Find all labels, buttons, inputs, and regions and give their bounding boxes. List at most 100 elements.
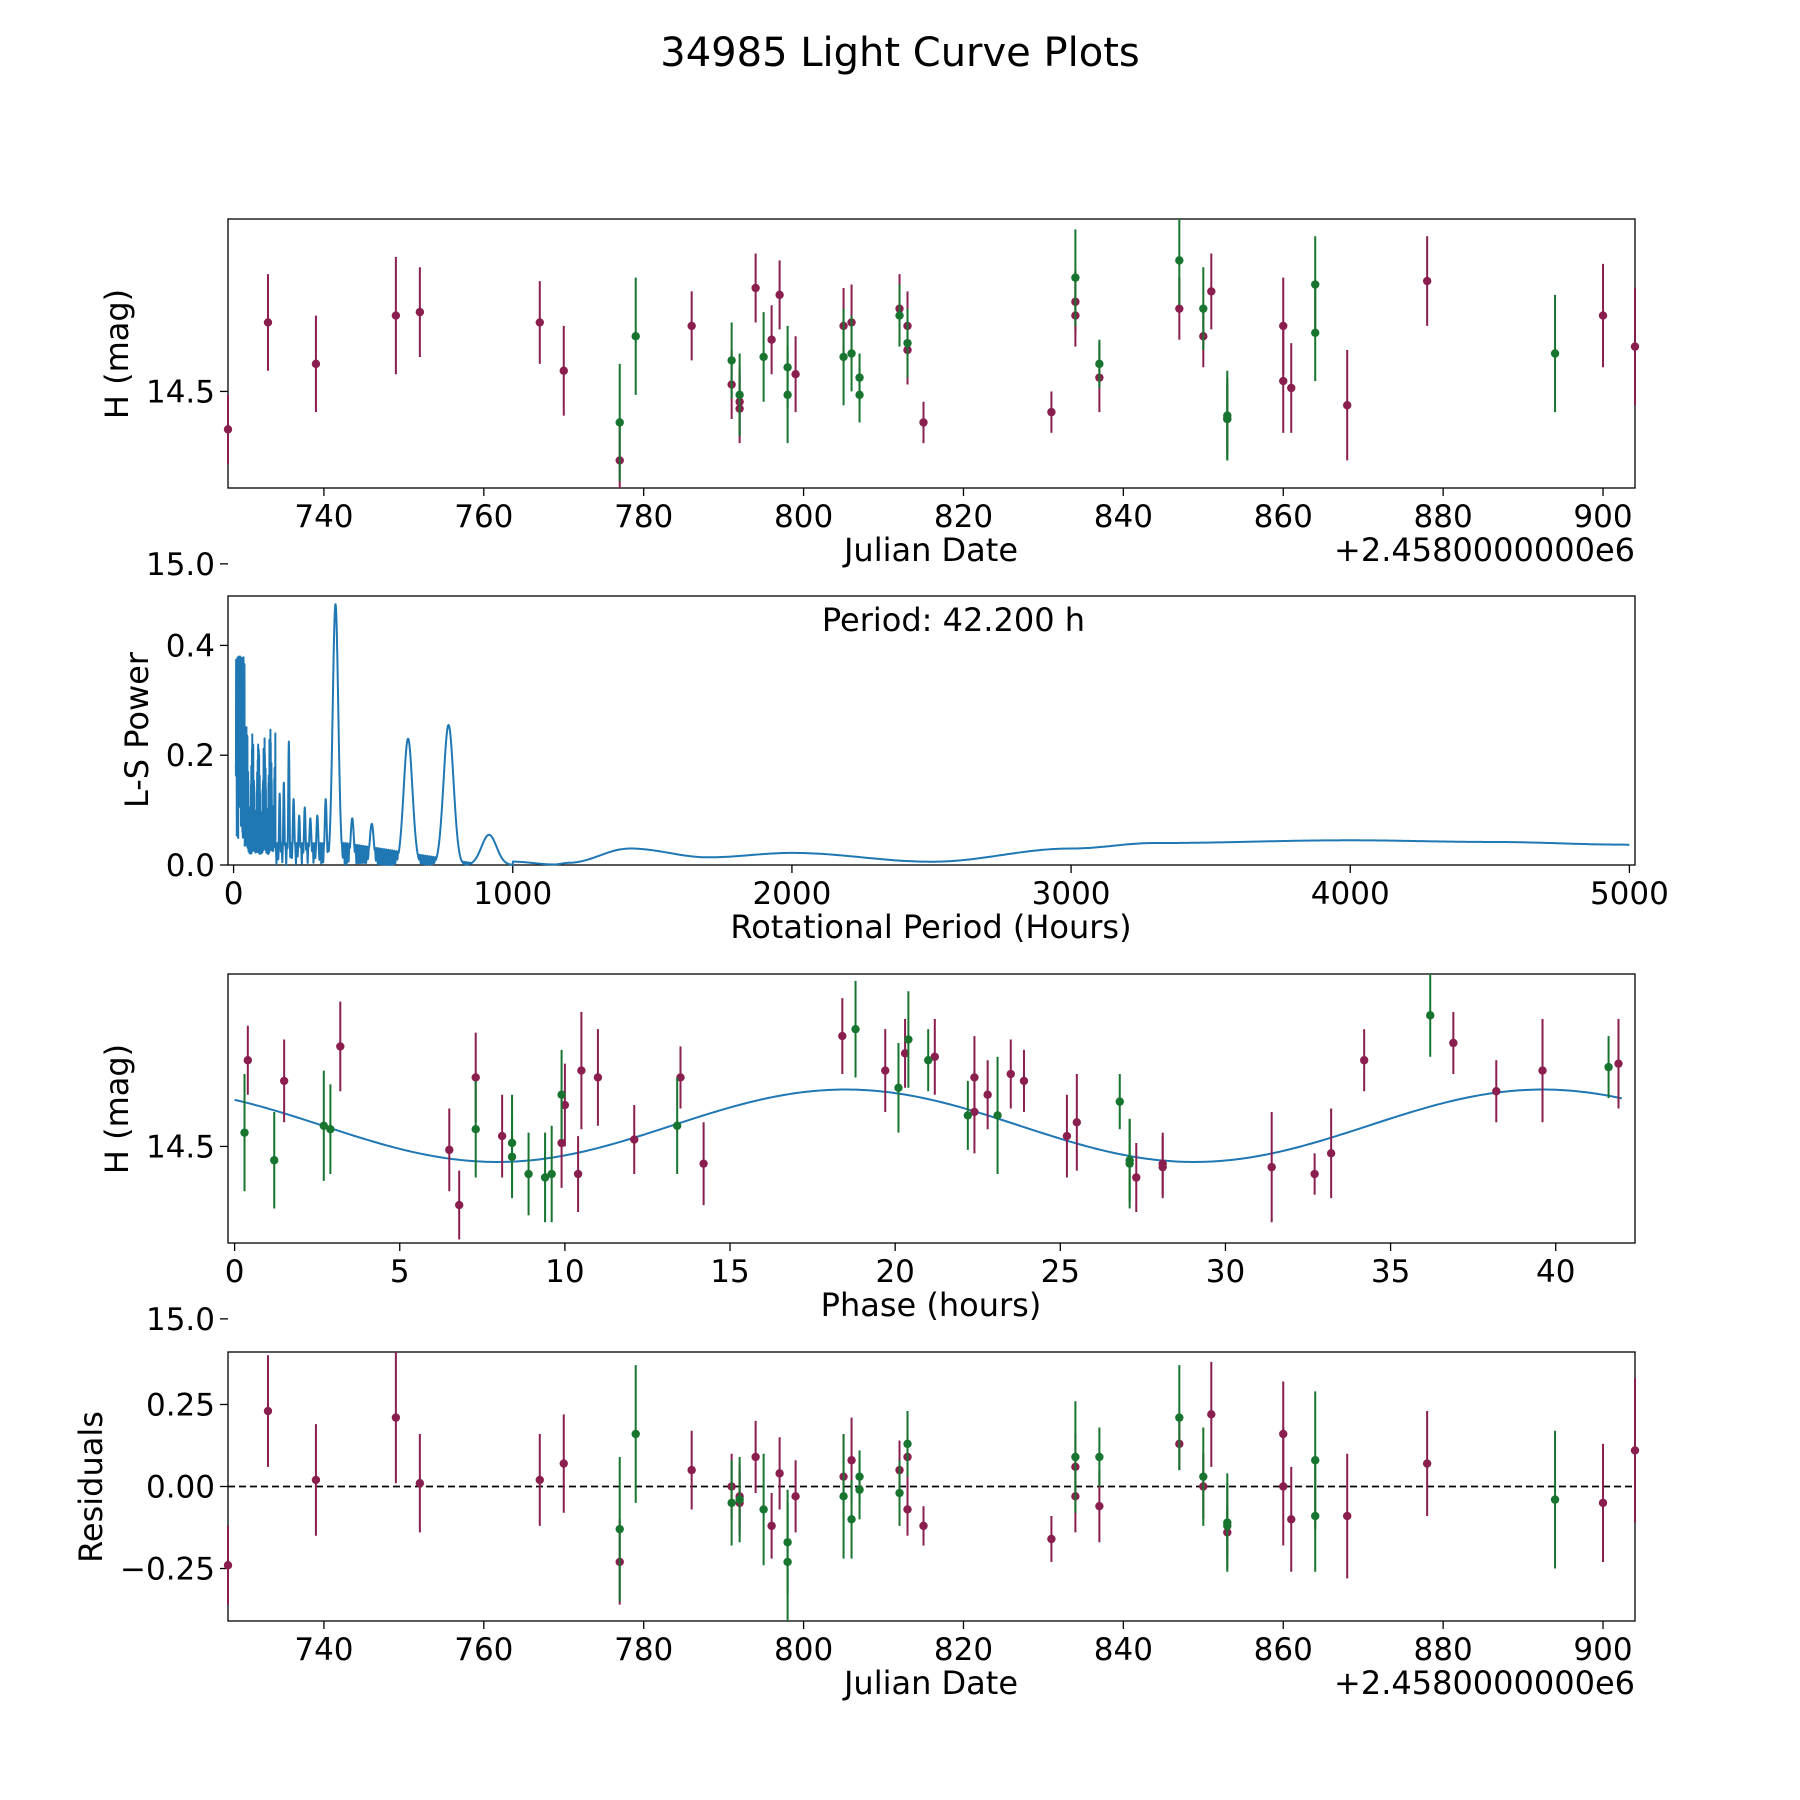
x-tick-label: 860: [1254, 499, 1313, 535]
residuals-x-label: Julian Date: [842, 1664, 1018, 1702]
lightcurve-plot-area: [227, 218, 1636, 489]
residuals-y-label: Residuals: [72, 1411, 110, 1563]
data-point-filter_b: [895, 1488, 904, 1498]
lightcurve-y-ticks: 15.0 14.5: [146, 374, 228, 583]
phase-points: [240, 974, 1623, 1240]
data-point-filter_a: [445, 1145, 454, 1155]
x-tick-label: 820: [934, 1632, 993, 1668]
lightcurve-points: [223, 219, 1640, 488]
data-point-filter_a: [676, 1073, 685, 1082]
data-point-filter_a: [838, 1031, 847, 1041]
data-point-filter_b: [904, 1035, 913, 1044]
data-point-filter_a: [919, 1521, 928, 1531]
data-point-filter_a: [593, 1073, 603, 1082]
data-point-filter_a: [223, 425, 233, 434]
data-point-filter_a: [1630, 1446, 1640, 1455]
data-point-filter_a: [767, 1521, 776, 1531]
data-point-filter_b: [1550, 349, 1560, 358]
data-point-filter_b: [903, 1439, 912, 1449]
lightcurve-panel: 740 760 780 800 820 840 860 880 900 15.0 14.5 Jul…: [98, 218, 1640, 583]
data-point-filter_b: [1223, 1521, 1232, 1531]
data-point-filter_a: [881, 1066, 890, 1075]
x-tick-label: 800: [774, 1632, 833, 1668]
data-point-filter_a: [577, 1066, 586, 1075]
x-tick-label: 0: [224, 876, 244, 912]
data-point-filter_a: [263, 318, 273, 327]
data-point-filter_b: [1095, 1452, 1104, 1462]
data-point-filter_b: [270, 1156, 279, 1165]
data-point-filter_a: [1343, 1511, 1352, 1521]
period-annotation: Period: 42.200 h: [822, 601, 1085, 639]
phase-x-label: Phase (hours): [821, 1286, 1042, 1324]
x-tick-label: 1000: [473, 876, 552, 912]
data-point-filter_a: [919, 418, 928, 427]
data-point-filter_b: [1311, 1511, 1320, 1521]
data-point-filter_a: [1072, 1118, 1082, 1127]
data-point-filter_a: [535, 1475, 544, 1485]
residuals-points: [223, 1352, 1640, 1621]
data-point-filter_a: [311, 359, 321, 369]
data-point-filter_b: [615, 418, 624, 427]
x-tick-label: 780: [614, 499, 673, 535]
data-point-filter_a: [699, 1159, 708, 1168]
x-tick-label: 860: [1254, 1632, 1313, 1668]
data-point-filter_a: [687, 321, 696, 331]
data-point-filter_a: [775, 290, 784, 300]
x-tick-label: 5: [390, 1254, 410, 1290]
periodogram-x-label: Rotational Period (Hours): [730, 908, 1131, 946]
x-tick-label: 40: [1536, 1254, 1575, 1290]
data-point-filter_a: [1267, 1162, 1276, 1172]
periodogram-curve: [234, 603, 1630, 866]
data-point-filter_a: [1279, 321, 1288, 331]
data-point-filter_b: [847, 1515, 856, 1524]
data-point-filter_a: [243, 1056, 253, 1065]
x-tick-label: 35: [1371, 1254, 1410, 1290]
x-tick-label: 740: [294, 1632, 353, 1668]
x-tick-label: 25: [1041, 1254, 1080, 1290]
data-point-filter_b: [1095, 359, 1104, 369]
data-point-filter_b: [735, 1495, 744, 1504]
residuals-panel: 740 760 780 800 820 840 860 880 900 0.25 0.00 −0.2…: [72, 1351, 1640, 1702]
x-tick-label: 880: [1414, 499, 1473, 535]
data-point-filter_a: [454, 1200, 464, 1210]
lightcurve-offset-text: +2.4580000000e6: [1334, 531, 1635, 569]
x-tick-label: 20: [875, 1254, 914, 1290]
x-tick-label: 840: [1094, 499, 1153, 535]
data-point-filter_b: [540, 1173, 550, 1182]
data-point-filter_b: [783, 390, 792, 400]
data-point-filter_a: [1598, 311, 1608, 320]
data-point-filter_b: [557, 1090, 566, 1099]
x-tick-label: 4000: [1311, 876, 1390, 912]
data-point-filter_b: [855, 390, 864, 400]
data-point-filter_b: [923, 1056, 933, 1065]
x-tick-label: 15: [710, 1254, 749, 1290]
data-point-filter_a: [1047, 1534, 1056, 1544]
data-point-filter_b: [1175, 1413, 1184, 1422]
data-point-filter_b: [855, 1485, 864, 1494]
data-point-filter_a: [1287, 383, 1296, 393]
x-tick-label: 840: [1094, 1632, 1153, 1668]
data-point-filter_b: [903, 338, 912, 348]
residuals-offset-text: +2.4580000000e6: [1334, 1664, 1635, 1702]
data-point-filter_b: [894, 1083, 903, 1093]
y-tick-label: 14.5: [146, 374, 215, 410]
data-point-filter_a: [559, 1459, 568, 1468]
data-point-filter_b: [1071, 1452, 1080, 1462]
data-point-filter_a: [471, 1073, 480, 1082]
data-point-filter_a: [1006, 1069, 1015, 1079]
data-point-filter_b: [735, 390, 744, 400]
data-point-filter_a: [1492, 1087, 1501, 1096]
data-point-filter_a: [847, 1456, 856, 1465]
residuals-x-ticks: 740 760 780 800 820 840 860 880 900: [294, 1621, 1633, 1668]
data-point-filter_a: [573, 1169, 583, 1179]
data-point-filter_b: [1223, 414, 1232, 424]
x-tick-label: 900: [1573, 499, 1632, 535]
data-point-filter_a: [559, 366, 568, 375]
data-point-filter_b: [727, 356, 736, 365]
periodogram-plot-area: [227, 595, 1636, 866]
x-tick-label: 5000: [1590, 876, 1669, 912]
x-tick-label: 760: [454, 499, 513, 535]
data-point-filter_b: [524, 1169, 533, 1179]
data-point-filter_b: [727, 1498, 736, 1508]
data-point-filter_a: [1422, 276, 1432, 286]
